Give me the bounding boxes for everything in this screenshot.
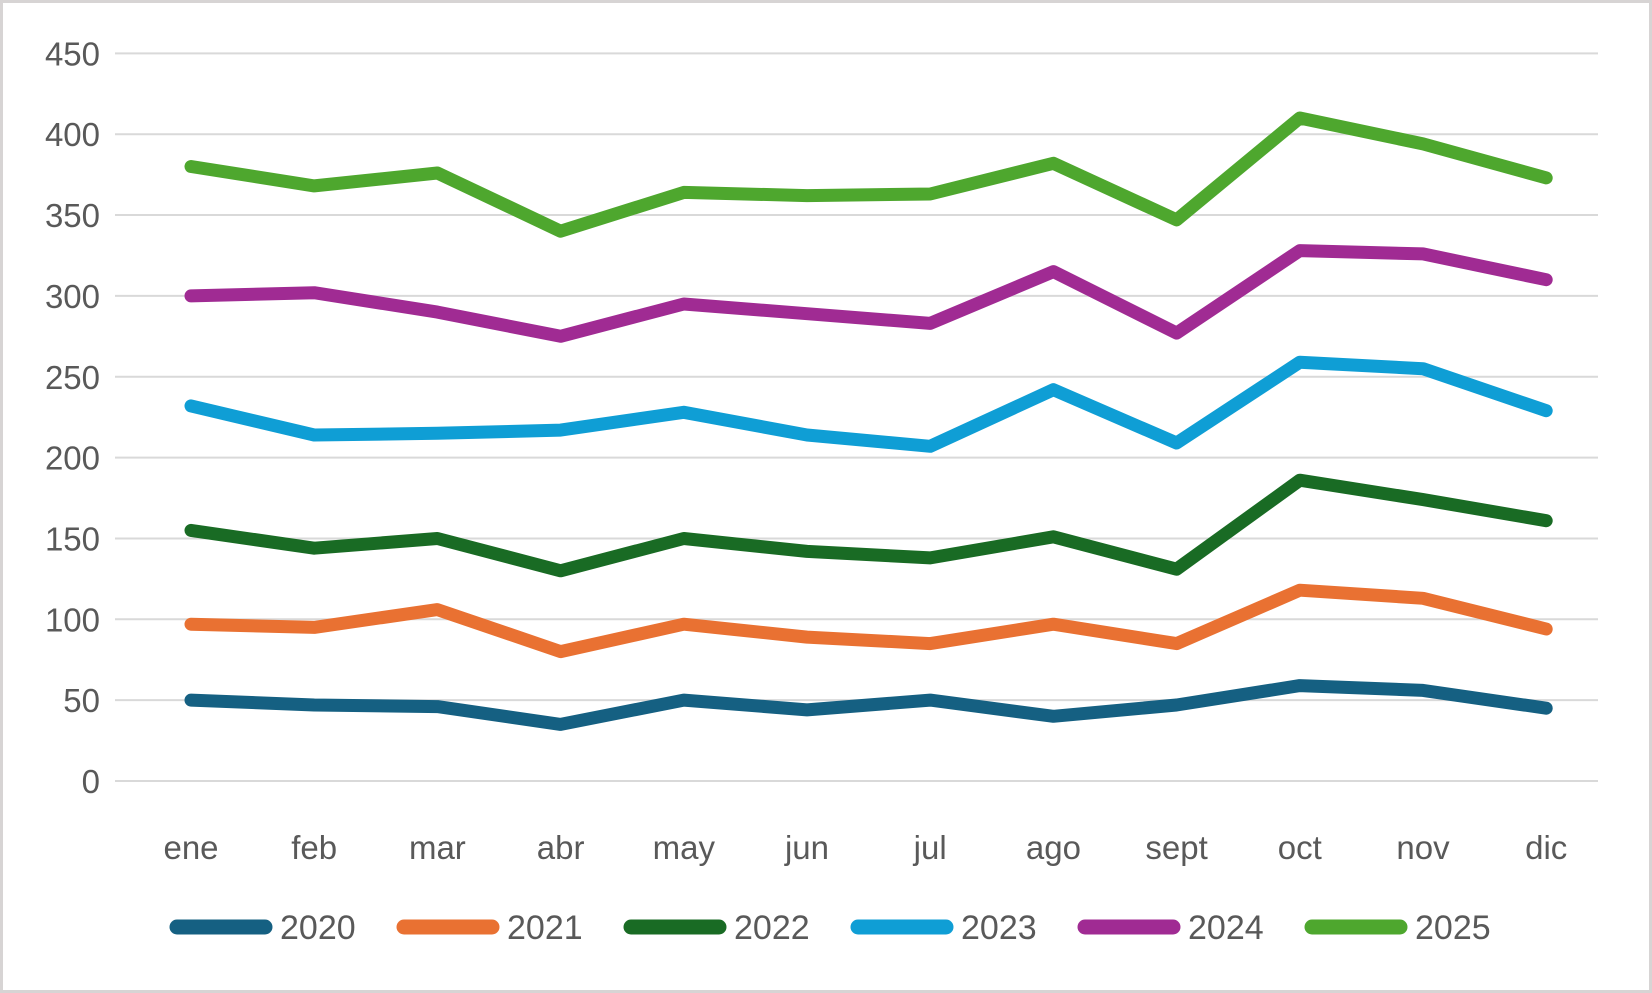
- x-tick-label: jun: [784, 829, 829, 866]
- x-tick-label: may: [653, 829, 716, 866]
- y-tick-label: 400: [45, 116, 100, 153]
- y-tick-label: 0: [82, 763, 100, 800]
- legend-label-2022: 2022: [734, 909, 810, 947]
- y-tick-label: 250: [45, 359, 100, 396]
- legend-label-2025: 2025: [1415, 909, 1491, 947]
- legend-label-2024: 2024: [1188, 909, 1264, 947]
- x-tick-label: ago: [1026, 829, 1081, 866]
- series-line-2022: [184, 473, 1553, 578]
- y-tick-label: 300: [45, 278, 100, 315]
- series-line-2024: [184, 244, 1553, 343]
- y-tick-label: 50: [63, 682, 100, 719]
- x-tick-label: dic: [1525, 829, 1567, 866]
- legend-label-2020: 2020: [280, 909, 356, 947]
- legend: 2020 2021 2022 2023 2024 2025: [169, 909, 1491, 947]
- x-tick-label: jul: [913, 829, 947, 866]
- series-lines: [184, 111, 1553, 731]
- y-tick-label: 150: [45, 520, 100, 557]
- series-line-2023: [184, 355, 1553, 453]
- x-tick-label: mar: [409, 829, 466, 866]
- y-tick-label: 350: [45, 197, 100, 234]
- x-tick-label: oct: [1278, 829, 1322, 866]
- legend-label-2023: 2023: [961, 909, 1037, 947]
- series-line-2020: [184, 679, 1553, 731]
- y-axis-labels: 0 50 100 150 200 250 300 350 400 450: [45, 35, 100, 800]
- y-tick-label: 450: [45, 35, 100, 72]
- y-tick-label: 100: [45, 601, 100, 638]
- line-chart: 0 50 100 150 200 250 300 350 400 450 ene feb mar abr…: [45, 35, 1598, 947]
- x-tick-label: abr: [537, 829, 585, 866]
- x-axis-labels: ene feb mar abr may jun jul ago sept oct nov dic: [163, 829, 1567, 866]
- x-tick-label: nov: [1396, 829, 1450, 866]
- series-line-2021: [184, 583, 1553, 659]
- series-line-2025: [184, 111, 1553, 238]
- x-tick-label: feb: [291, 829, 337, 866]
- gridlines: [115, 52, 1598, 782]
- x-tick-label: ene: [163, 829, 218, 866]
- y-tick-label: 200: [45, 440, 100, 477]
- legend-label-2021: 2021: [507, 909, 583, 947]
- x-tick-label: sept: [1145, 829, 1207, 866]
